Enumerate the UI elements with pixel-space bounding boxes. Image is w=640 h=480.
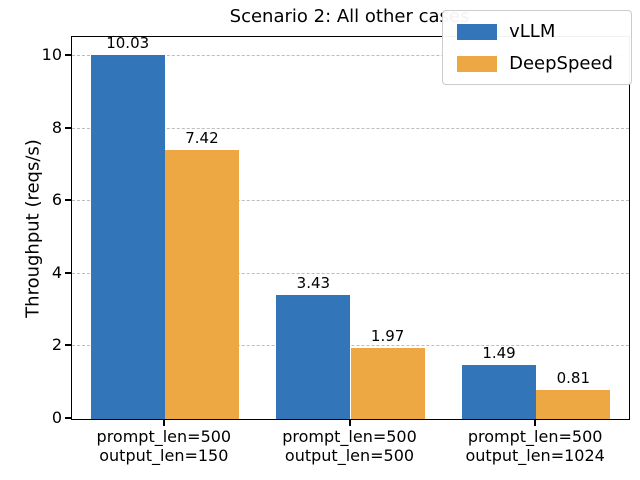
ytick-label-10: 10	[41, 45, 62, 65]
legend-label-vllm: vLLM	[509, 21, 556, 42]
xtick-mark-2	[534, 420, 537, 426]
bar-vllm-1	[276, 294, 351, 419]
ytick-label-4: 4	[51, 262, 62, 282]
ytick-label-8: 8	[51, 117, 62, 137]
legend-label-deepspeed: DeepSpeed	[509, 53, 613, 74]
legend-item-deepspeed: DeepSpeed	[457, 53, 617, 74]
xtick-label-0: prompt_len=500 output_len=150	[96, 427, 232, 465]
gridline-y6	[72, 200, 629, 202]
ytick-mark-10	[65, 54, 71, 57]
chart-title: Scenario 2: All other cases	[229, 6, 470, 27]
gridline-y2	[72, 345, 629, 347]
ytick-mark-0	[65, 417, 71, 419]
ytick-label-6: 6	[51, 190, 62, 210]
bar-deepspeed-0	[164, 149, 240, 419]
xtick-mark-0	[162, 420, 165, 426]
legend: vLLM DeepSpeed	[442, 10, 632, 85]
ytick-label-0: 0	[51, 408, 62, 427]
y-axis-label: Throughput (reqs/s)	[22, 139, 44, 318]
gridline-y8	[72, 127, 629, 129]
ytick-mark-6	[65, 199, 71, 202]
gridline-y4	[72, 272, 629, 274]
value-label-deepspeed-2: 0.81	[556, 368, 590, 387]
xtick-label-1: prompt_len=500 output_len=500	[282, 427, 417, 465]
bar-deepspeed-1	[350, 347, 425, 419]
bar-vllm-2	[461, 364, 537, 419]
legend-swatch-deepspeed	[457, 55, 498, 72]
xtick-mark-1	[348, 420, 351, 426]
value-label-vllm-2: 1.49	[482, 343, 516, 362]
value-label-vllm-0: 10.03	[106, 34, 150, 53]
value-label-deepspeed-1: 1.97	[370, 326, 405, 345]
bar-deepspeed-2	[536, 389, 611, 419]
ytick-mark-2	[65, 344, 71, 347]
ytick-label-2: 2	[51, 335, 62, 355]
legend-swatch-vllm	[457, 23, 498, 40]
gridline-y10	[72, 55, 629, 57]
plot-area: 10.03 3.43 1.49 7.42 1.97 0.81	[71, 34, 630, 420]
ytick-mark-8	[65, 126, 71, 129]
legend-item-vllm: vLLM	[457, 21, 617, 42]
value-label-vllm-1: 3.43	[296, 273, 331, 292]
ytick-mark-4	[65, 271, 71, 274]
xtick-label-2: prompt_len=500 output_len=1024	[465, 427, 605, 465]
bar-vllm-0	[90, 55, 165, 419]
value-label-deepspeed-0: 7.42	[185, 128, 219, 147]
